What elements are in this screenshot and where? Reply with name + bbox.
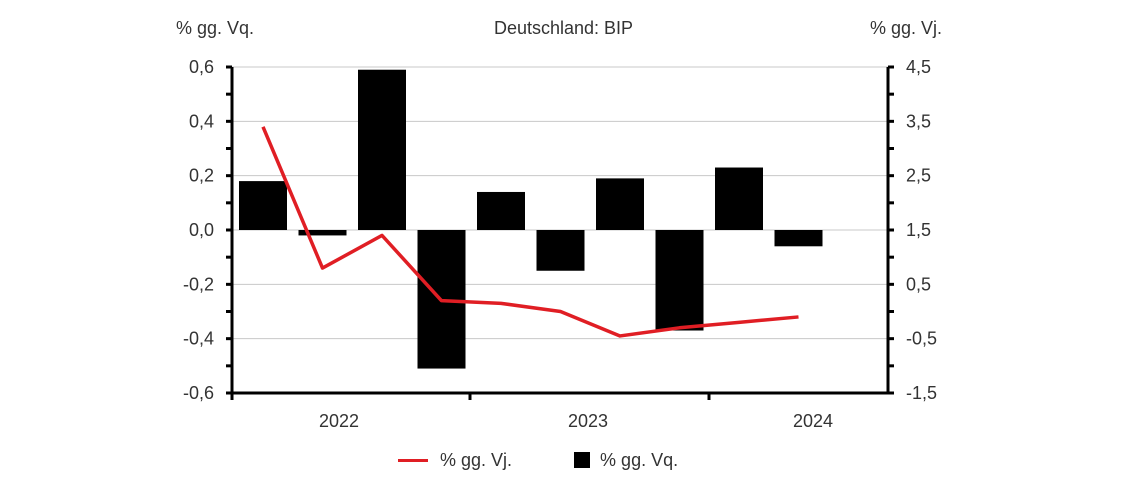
right-tick-label: 2,5	[906, 166, 931, 186]
right-tick-label: 1,5	[906, 220, 931, 240]
right-tick-label: -1,5	[906, 383, 937, 403]
legend-line-swatch	[398, 458, 428, 462]
right-tick-label: 4,5	[906, 57, 931, 77]
left-tick-label: 0,6	[189, 57, 214, 77]
bar	[655, 230, 704, 331]
x-tick-label: 2024	[793, 411, 833, 431]
x-tick-label: 2023	[568, 411, 608, 431]
left-tick-label: 0,0	[189, 220, 214, 240]
right-tick-label: 3,5	[906, 111, 931, 131]
x-tick-label: 2022	[319, 411, 359, 431]
left-tick-label: 0,4	[189, 111, 214, 131]
bar	[536, 230, 585, 271]
bar	[477, 191, 525, 230]
axes	[226, 65, 894, 400]
legend: % gg. Vj. % gg. Vq.	[398, 448, 678, 472]
left-tick-label: -0,4	[183, 329, 214, 349]
right-tick-label: -0,5	[906, 329, 937, 349]
legend-bar-swatch	[574, 452, 591, 468]
legend-label-bar: % gg. Vq.	[600, 449, 679, 470]
left-tick-label: -0,6	[183, 383, 214, 403]
left-axis-label: % gg. Vq.	[176, 18, 255, 38]
bar	[298, 230, 347, 236]
bar	[715, 167, 763, 230]
left-tick-label: -0,2	[183, 274, 214, 294]
line-series	[261, 126, 799, 338]
right-axis-label: % gg. Vj.	[870, 18, 943, 38]
bar-series	[239, 69, 823, 369]
line-series-path	[261, 126, 799, 338]
bar	[596, 178, 644, 230]
left-tick-label: 0,2	[189, 166, 214, 186]
legend-label-line: % gg. Vj.	[440, 449, 513, 470]
bar	[774, 230, 823, 247]
tick-labels: 0,6 4,5 0,4 3,5 0,2 2,5 0,0 1,5 -0,2 0,5 -0,4 -0,5 -…	[183, 57, 937, 431]
bar	[239, 181, 287, 230]
bar	[358, 69, 406, 230]
right-tick-label: 0,5	[906, 274, 931, 294]
chart-title: Deutschland: BIP	[493, 18, 634, 38]
